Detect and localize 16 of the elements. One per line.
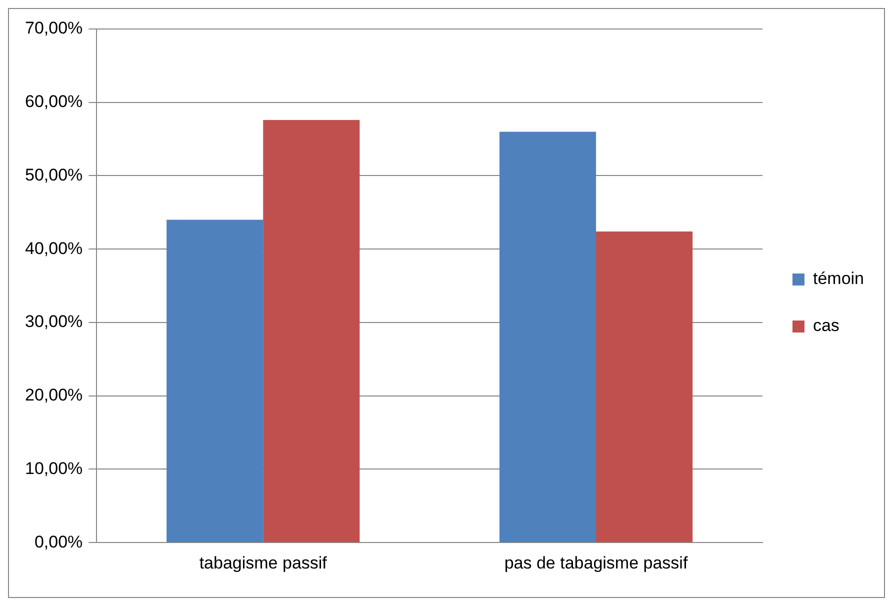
x-tick-label: tabagisme passif (199, 553, 328, 572)
legend-label: témoin (812, 269, 864, 288)
y-tick-label: 70,00% (24, 18, 83, 38)
y-tick-label: 60,00% (24, 92, 83, 112)
legend-label: cas (812, 316, 840, 336)
y-tick-label: 40,00% (24, 238, 83, 258)
y-tick-label: 20,00% (24, 386, 83, 405)
bar (166, 220, 264, 542)
y-tick-label: 0,00% (34, 532, 83, 552)
y-tick-label: 10,00% (24, 458, 83, 478)
x-tick-label: pas de tabagisme passif (504, 553, 688, 572)
bar (499, 132, 596, 542)
y-tick-label: 30,00% (24, 312, 83, 332)
bar (596, 232, 693, 542)
bar (263, 120, 360, 542)
y-tick-label: 50,00% (24, 165, 83, 184)
